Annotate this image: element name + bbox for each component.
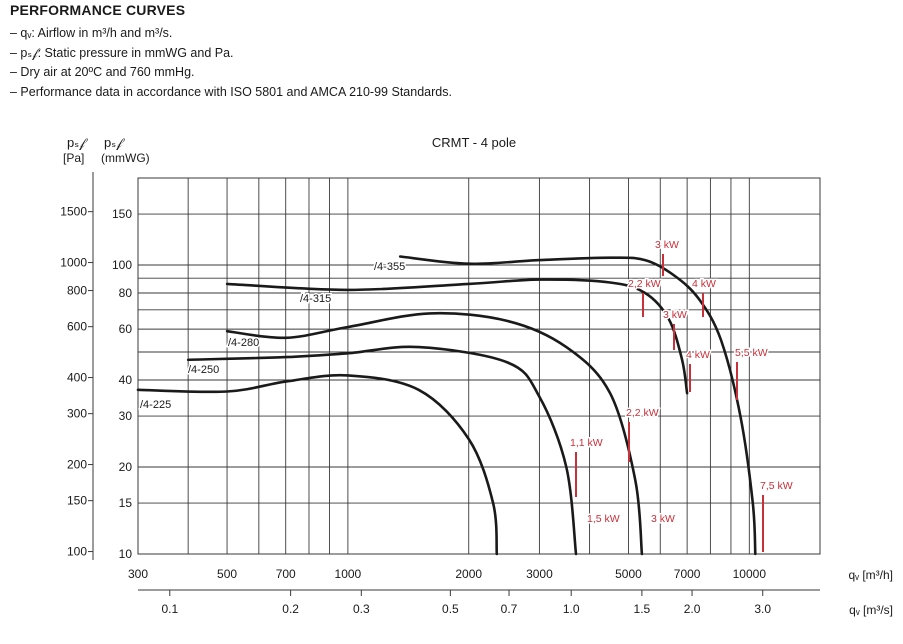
series-line	[225, 278, 689, 395]
x-m3h-tick-label: 2000	[455, 567, 482, 581]
y-mmwg-tick-label: 80	[119, 286, 133, 300]
power-label: 1,1 kW	[570, 437, 603, 449]
x-m3s-tick-label: 3.0	[754, 602, 771, 616]
power-label: 5,5 kW	[735, 347, 768, 359]
y-mmwg-tick-label: 20	[119, 460, 133, 474]
series-label: /4-355	[374, 261, 405, 273]
series-label: /4-225	[140, 399, 171, 411]
series-line	[186, 345, 578, 556]
x-m3h-tick-label: 300	[128, 567, 148, 581]
x-m3s-tick-label: 0.2	[282, 602, 299, 616]
power-label: 4 kW	[686, 349, 710, 361]
power-label: 3 kW	[655, 239, 679, 251]
y-mmwg-tick-label: 15	[119, 496, 133, 510]
power-label: 1,5 kW	[587, 513, 620, 525]
y-mmwg-label: (mmWG)	[101, 151, 150, 165]
y-mmwg-symbol: pₛ𝒻	[104, 135, 125, 150]
y-pa-tick-label: 800	[67, 284, 87, 298]
page-heading: PERFORMANCE CURVES	[10, 2, 186, 18]
series-line	[136, 373, 499, 556]
y-pa-tick-label: 600	[67, 320, 87, 334]
x-m3s-tick-label: 1.5	[634, 602, 651, 616]
y-mmwg-tick-label: 150	[112, 207, 132, 221]
y-pa-tick-label: 1500	[60, 205, 87, 219]
note-standards: – Performance data in accordance with IS…	[10, 84, 452, 99]
y-mmwg-tick-label: 40	[119, 373, 133, 387]
note-air: – Dry air at 20ºC and 760 mmHg.	[10, 65, 195, 79]
y-mmwg-tick-label: 30	[119, 409, 133, 423]
note-airflow: – qᵥ: Airflow in m³/h and m³/s.	[10, 26, 173, 40]
power-label: 7,5 kW	[760, 480, 793, 492]
y-mmwg-tick-label: 10	[119, 547, 133, 561]
y-mmwg-tick-label: 100	[112, 258, 132, 272]
chart-grid	[137, 177, 821, 555]
plot-frame	[137, 177, 821, 555]
y-pa-tick-label: 100	[67, 545, 87, 559]
x-m3s-label: qᵥ [m³/s]	[849, 603, 893, 617]
series-label: /4-280	[228, 337, 259, 349]
y-pa-tick-label: 200	[67, 458, 87, 472]
series-label: /4-250	[188, 364, 219, 376]
y-pa-symbol: pₛ𝒻	[67, 135, 88, 150]
x-m3h-tick-label: 10000	[733, 567, 767, 581]
series-line	[225, 311, 644, 556]
chart-axes: 300 500 700 1000 2000 3000 5000 7000 10000 0.1 0.2…	[60, 172, 820, 616]
y-pa-tick-label: 1000	[60, 256, 87, 270]
x-m3s-tick-label: 0.1	[161, 602, 178, 616]
power-label: 3 kW	[651, 513, 675, 525]
y-pa-label: [Pa]	[63, 151, 84, 165]
power-annotations: 3 kW 2,2 kW 4 kW 3 kW 4 kW 5,5 kW 2,2 kW 1,1 kW…	[569, 238, 794, 552]
x-m3h-tick-label: 700	[276, 567, 296, 581]
x-m3s-tick-label: 1.0	[563, 602, 580, 616]
x-m3h-tick-label: 1000	[335, 567, 362, 581]
power-label: 2,2 kW	[628, 278, 661, 290]
x-m3h-tick-label: 3000	[526, 567, 553, 581]
x-m3h-label: qᵥ [m³/h]	[848, 568, 893, 582]
y-pa-tick-label: 150	[67, 494, 87, 508]
y-pa-tick-label: 400	[67, 371, 87, 385]
x-m3s-tick-label: 0.3	[353, 602, 370, 616]
y-mmwg-tick-label: 60	[119, 322, 133, 336]
x-m3h-tick-label: 5000	[615, 567, 642, 581]
series-label: /4-315	[300, 293, 331, 305]
power-label: 3 kW	[663, 309, 687, 321]
x-m3s-tick-label: 2.0	[684, 602, 701, 616]
power-label: 4 kW	[692, 278, 716, 290]
chart-title: CRMT - 4 pole	[432, 135, 516, 150]
y-pa-tick-label: 300	[67, 407, 87, 421]
performance-curves: /4-225/4-250/4-280/4-315/4-355	[136, 255, 757, 556]
x-m3s-tick-label: 0.7	[501, 602, 518, 616]
x-m3h-tick-label: 7000	[674, 567, 701, 581]
x-m3h-tick-label: 500	[217, 567, 237, 581]
power-label: 2,2 kW	[626, 407, 659, 419]
notes-list: – qᵥ: Airflow in m³/h and m³/s. – pₛ𝒻: S…	[10, 24, 452, 102]
note-pressure: – pₛ𝒻: Static pressure in mmWG and Pa.	[10, 45, 234, 60]
x-m3s-tick-label: 0.5	[442, 602, 459, 616]
series-line	[398, 255, 757, 556]
